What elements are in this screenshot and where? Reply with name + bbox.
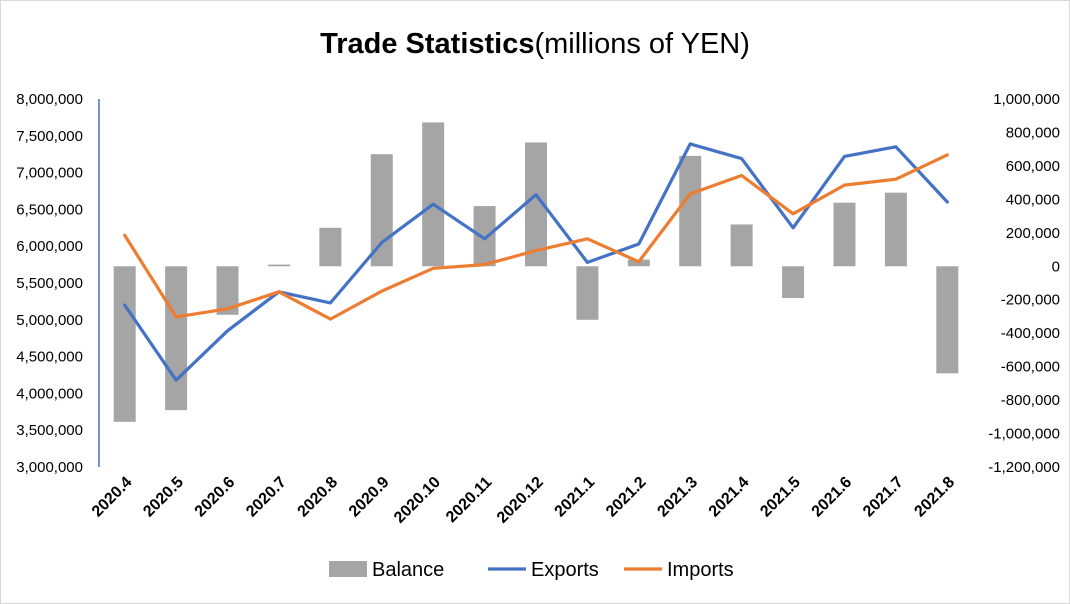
left-tick-label: 4,500,000 [16, 349, 83, 366]
balance-bar-2020-11 [473, 206, 496, 267]
left-tick-label: 7,500,000 [16, 128, 83, 145]
right-tick-label: 800,000 [1006, 124, 1060, 141]
balance-bar-2021-7 [884, 192, 907, 267]
left-tick-label: 5,000,000 [16, 312, 83, 329]
right-tick-label: 0 [1052, 258, 1060, 275]
right-tick-label: 600,000 [1006, 158, 1060, 175]
left-axis-tick-labels: 3,000,000 3,500,000 4,000,000 4,500,000 5,00… [16, 91, 83, 476]
legend-swatch-balance [329, 561, 367, 577]
category-labels: 2020.4 2020.5 2020.6 2020.7 2020.8 2020.92020… [89, 474, 958, 527]
right-tick-label: 400,000 [1006, 191, 1060, 208]
imports-line [123, 153, 949, 321]
balance-bar-2020-12 [525, 142, 547, 267]
chart-title-unit: (millions of YEN) [534, 28, 749, 60]
balance-bar-2021-1 [576, 266, 599, 320]
category-label: 2021.4 [706, 474, 753, 521]
chart-title-main: Trade Statistics [320, 28, 534, 60]
category-label: 2021.1 [552, 474, 599, 521]
balance-bar-2021-4 [730, 224, 753, 267]
right-tick-label: -1,200,000 [988, 459, 1060, 476]
category-label: 2020.11 [443, 474, 495, 526]
category-label: 2020.6 [192, 474, 239, 521]
balance-bar-2021-3 [679, 155, 702, 267]
left-tick-label: 3,000,000 [16, 459, 83, 476]
category-label: 2020.4 [89, 474, 136, 521]
balance-bar-2020-5 [165, 266, 188, 411]
category-label: 2021.6 [809, 474, 856, 521]
left-tick-label: 7,000,000 [16, 165, 83, 182]
category-label: 2020.7 [243, 474, 290, 521]
balance-bar-2020-6 [216, 266, 239, 315]
left-tick-label: 4,000,000 [16, 385, 83, 402]
balance-bar-2021-8 [936, 266, 959, 374]
left-tick-label: 6,500,000 [16, 201, 83, 218]
balance-bar-2020-4 [113, 266, 136, 422]
category-label: 2020.8 [295, 474, 342, 521]
balance-bar-2020-10 [422, 122, 445, 267]
legend-label-imports: Imports [667, 559, 734, 581]
category-label: 2020.10 [391, 474, 444, 527]
right-tick-label: -600,000 [1001, 359, 1060, 376]
balance-bar-2021-6 [833, 202, 856, 267]
category-label: 2020.12 [494, 474, 547, 527]
series-lines [123, 142, 949, 382]
right-axis-tick-labels: -1,200,000 -1,000,000 -800,000 -600,000 -400… [988, 91, 1060, 476]
left-tick-label: 6,000,000 [16, 238, 83, 255]
category-label: 2020.9 [346, 474, 393, 521]
left-tick-label: 5,500,000 [16, 275, 83, 292]
right-tick-label: 1,000,000 [993, 91, 1060, 108]
balance-bar-2020-8 [319, 227, 342, 267]
right-tick-label: 200,000 [1006, 225, 1060, 242]
right-tick-label: -200,000 [1001, 292, 1060, 309]
right-tick-label: -800,000 [1001, 392, 1060, 409]
left-tick-label: 3,500,000 [16, 422, 83, 439]
right-tick-label: -400,000 [1001, 325, 1060, 342]
balance-bars [113, 122, 959, 422]
category-label: 2021.8 [911, 474, 958, 521]
balance-bar-2020-7 [267, 264, 290, 267]
right-tick-label: -1,000,000 [988, 426, 1060, 443]
legend: Balance Exports Imports [329, 559, 734, 581]
left-tick-label: 8,000,000 [16, 91, 83, 108]
legend-label-exports: Exports [531, 559, 599, 581]
category-label: 2020.5 [140, 474, 187, 521]
category-label: 2021.7 [860, 474, 907, 521]
chart-title: Trade Statistics(millions of YEN) [320, 28, 750, 60]
category-label: 2021.5 [757, 474, 804, 521]
category-label: 2021.3 [654, 474, 701, 521]
legend-label-balance: Balance [372, 559, 444, 581]
category-label: 2021.2 [603, 474, 650, 521]
balance-bar-2021-5 [782, 266, 805, 299]
